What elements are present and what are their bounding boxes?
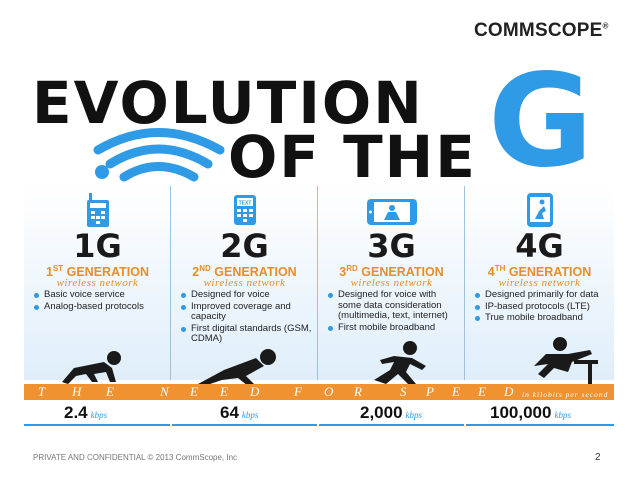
smartphone-icon — [527, 193, 553, 227]
hurdler-icon — [534, 337, 598, 390]
title-line2: OF THE — [228, 123, 477, 191]
gen-subtitle: wireless network — [56, 277, 139, 289]
list-item: Improved coverage and capacity — [181, 301, 313, 323]
crawling-runner-icon — [62, 351, 121, 384]
speed-letter: E — [478, 384, 486, 399]
rate-2g: 64 kbps — [220, 403, 259, 422]
phone-text: TEXT — [239, 201, 252, 207]
speed-letter: R — [354, 384, 362, 399]
gen-subtitle: wireless network — [350, 277, 433, 289]
list-item: Analog-based protocols — [34, 301, 166, 313]
wifi-icon — [93, 128, 225, 182]
column-4g: 4G 4TH GENERATION wireless network Desig… — [465, 186, 614, 380]
column-1g: 1G 1ST GENERATION wireless network Basic… — [24, 186, 171, 380]
rate-1g: 2.4 kbps — [64, 403, 108, 422]
rate-3g: 2,000 kbps — [360, 403, 423, 422]
speed-letter: D — [504, 384, 514, 399]
generations-panel: 1G 1ST GENERATION wireless network Basic… — [24, 186, 614, 426]
column-3g: 3G 3RD GENERATION wireless network Desig… — [318, 186, 465, 380]
speed-letter: P — [426, 384, 434, 399]
cell-phone-icon — [87, 193, 109, 227]
gen-ordinal: 2ND GENERATION — [192, 264, 297, 280]
list-item: First mobile broadband — [328, 322, 460, 334]
speed-letter: E — [106, 384, 114, 399]
gen-label: 3G — [367, 227, 416, 265]
footer-text: PRIVATE AND CONFIDENTIAL © 2013 CommScop… — [33, 453, 238, 462]
speed-letter: E — [452, 384, 460, 399]
speed-letter: O — [324, 384, 334, 399]
speed-letter: N — [160, 384, 169, 399]
gen-label: 4G — [515, 227, 564, 265]
gen-ordinal: 3RD GENERATION — [339, 264, 444, 280]
list-item: Basic voice service — [34, 289, 166, 301]
text-phone-icon: TEXT — [234, 195, 256, 225]
list-item: Designed for voice — [181, 289, 313, 301]
list-item: Designed primarily for data — [475, 289, 607, 301]
rate-underline — [466, 424, 614, 426]
speed-letter: H — [72, 384, 82, 399]
speed-letter: E — [220, 384, 228, 399]
rate-4g: 100,000 kbps — [490, 403, 571, 422]
bullet-list: Designed for voice Improved coverage and… — [181, 289, 313, 346]
rate-underline — [319, 424, 464, 426]
gen-label: 2G — [220, 227, 269, 265]
list-item: First digital standards (GSM, CDMA) — [181, 323, 313, 345]
speed-letter: T — [38, 384, 46, 399]
gen-subtitle: wireless network — [498, 277, 581, 289]
bullet-list: Designed primarily for data IP-based pro… — [475, 289, 607, 325]
commscope-logo: COMMSCOPE® — [474, 20, 609, 42]
speed-unit-note: in kilobits per second — [522, 390, 609, 399]
speed-letter: S — [400, 384, 407, 399]
gen-ordinal: 1ST GENERATION — [45, 264, 150, 280]
running-man-icon — [374, 341, 426, 384]
gen-subtitle: wireless network — [203, 277, 286, 289]
bullet-list: Basic voice service Analog-based protoco… — [34, 289, 166, 313]
video-phone-icon — [367, 199, 417, 225]
logo-text: COMMSCOPE — [474, 20, 603, 41]
page-number: 2 — [595, 452, 601, 463]
title-big-g: G — [488, 47, 594, 196]
starting-runner-icon — [198, 349, 276, 386]
rate-underline — [24, 424, 170, 426]
title-line1: EVOLUTION — [32, 69, 424, 137]
need-for-speed-bar: T H E N E E D F O R S P E E D in kilobit… — [24, 384, 614, 400]
speed-letter: D — [250, 384, 260, 399]
list-item: True mobile broadband — [475, 312, 607, 324]
logo-mark: ® — [602, 21, 609, 31]
rate-underline — [172, 424, 317, 426]
speed-letter: F — [294, 384, 302, 399]
list-item: IP-based protocols (LTE) — [475, 301, 607, 313]
column-2g: TEXT 2G 2ND GENERATION wireless network … — [171, 186, 318, 380]
speed-letter: E — [190, 384, 198, 399]
bullet-list: Designed for voice with some data consid… — [328, 289, 460, 334]
list-item: Designed for voice with some data consid… — [328, 289, 460, 322]
gen-label: 1G — [73, 227, 122, 265]
gen-ordinal: 4TH GENERATION — [487, 264, 592, 280]
